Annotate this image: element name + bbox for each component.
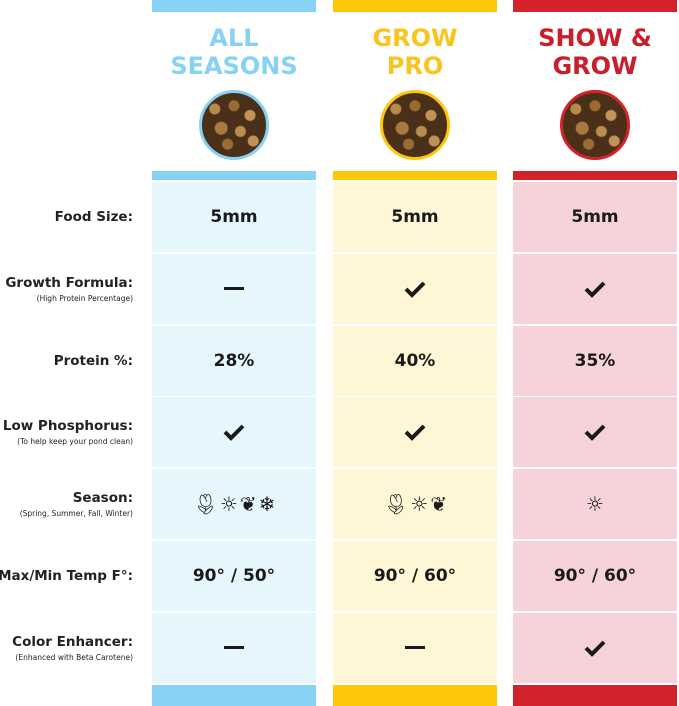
row-label-sub: (To help keep your pond clean)	[17, 437, 133, 447]
row-label-sub: (Enhanced with Beta Carotene)	[15, 652, 133, 662]
accent-bar	[152, 171, 316, 180]
row-label-main: Low Phosphorus:	[2, 418, 133, 435]
table-cell: 40%	[333, 325, 497, 396]
table-cell: 90° / 60°	[333, 541, 497, 611]
dash-icon	[224, 287, 244, 291]
spring-tulip-icon: 🌷︎	[382, 492, 409, 517]
food-pellets-image	[380, 90, 450, 160]
cell-value: 90° / 50°	[192, 566, 276, 586]
row-label: Color Enhancer: (Enhanced with Beta Carot…	[0, 613, 133, 683]
top-accent-bar	[152, 0, 316, 12]
summer-sun-icon: ☼	[586, 492, 604, 517]
row-label: Max/Min Temp F°:	[0, 541, 133, 611]
row-label-main: Max/Min Temp F°:	[0, 568, 133, 584]
title-line: ALL	[209, 24, 259, 52]
row-label: Low Phosphorus: (To help keep your pond c…	[0, 397, 133, 467]
row-label: Season: (Spring, Summer, Fall, Winter)	[0, 469, 133, 539]
top-accent-bar	[333, 0, 497, 12]
summer-sun-icon: ☼	[219, 492, 238, 517]
product-column: ALL SEASONS 5mm 28% 🌷︎ ☼ ❦ ❄ 90° / 50°	[152, 0, 316, 706]
top-accent-bar	[513, 0, 677, 12]
row-label-sub: (Spring, Summer, Fall, Winter)	[19, 509, 133, 519]
table-cell: ☼	[513, 469, 677, 540]
winter-snowflake-icon: ❄	[258, 492, 276, 517]
bottom-accent-bar	[333, 685, 497, 706]
check-icon	[584, 424, 606, 442]
row-label: Protein %:	[0, 326, 133, 396]
cell-value: 5mm	[571, 207, 619, 227]
table-cell: 35%	[513, 325, 677, 396]
table-cell: 90° / 50°	[152, 541, 316, 611]
dash-icon	[224, 646, 244, 650]
product-column: SHOW & GROW 5mm 35% ☼ 90° / 60°	[513, 0, 677, 706]
product-column: GROW PRO 5mm 40% 🌷︎ ☼ ❦ 90° / 60°	[333, 0, 497, 706]
table-cell	[152, 397, 316, 468]
row-label-main: Protein %:	[53, 352, 133, 369]
cell-value: 5mm	[391, 207, 439, 227]
fall-leaf-icon: ❦	[239, 492, 257, 517]
cell-value: 35%	[574, 350, 616, 371]
table-cell	[152, 612, 316, 683]
cell-value: 90° / 60°	[373, 566, 457, 586]
title-line: PRO	[386, 52, 444, 80]
cell-value: 5mm	[210, 207, 258, 227]
bottom-accent-bar	[513, 685, 677, 706]
check-icon	[584, 640, 606, 657]
row-label: Growth Formula: (High Protein Percentage)	[0, 254, 133, 324]
table-cell: 🌷︎ ☼ ❦ ❄	[152, 469, 316, 540]
product-title: SHOW & GROW	[513, 24, 677, 80]
spring-tulip-icon: 🌷︎	[192, 492, 218, 517]
check-icon	[584, 281, 606, 298]
bottom-accent-bar	[152, 685, 316, 706]
row-label: Food Size:	[0, 182, 133, 252]
product-title: ALL SEASONS	[152, 24, 316, 80]
check-icon	[404, 281, 426, 298]
table-cell: 5mm	[152, 182, 316, 252]
table-cell: 5mm	[333, 182, 497, 252]
table-cell: 28%	[152, 325, 316, 396]
dash-icon	[405, 646, 425, 650]
food-pellets-image	[560, 90, 630, 160]
food-pellets-image	[199, 90, 269, 160]
check-icon	[404, 424, 426, 442]
table-cell	[333, 253, 497, 324]
product-title: GROW PRO	[333, 24, 497, 80]
title-line: SEASONS	[170, 52, 298, 80]
fall-leaf-icon: ❦	[430, 492, 448, 517]
summer-sun-icon: ☼	[410, 492, 429, 517]
table-cell: 5mm	[513, 182, 677, 252]
cell-value: 28%	[213, 350, 255, 371]
table-cell	[513, 397, 677, 468]
table-cell	[513, 612, 677, 683]
row-label-main: Season:	[72, 490, 133, 507]
table-cell	[333, 612, 497, 683]
title-line: SHOW &	[538, 24, 652, 52]
cell-value: 40%	[394, 350, 436, 371]
table-cell: 🌷︎ ☼ ❦	[333, 469, 497, 540]
row-label-sub: (High Protein Percentage)	[36, 293, 133, 303]
table-cell	[152, 253, 316, 324]
row-label-main: Color Enhancer:	[12, 633, 133, 650]
row-label-main: Growth Formula:	[5, 274, 133, 291]
title-line: GROW	[372, 24, 458, 52]
accent-bar	[333, 171, 497, 180]
cell-value: 90° / 60°	[553, 566, 637, 586]
row-label-main: Food Size:	[54, 209, 133, 225]
table-cell	[513, 253, 677, 324]
accent-bar	[513, 171, 677, 180]
table-cell	[333, 397, 497, 468]
check-icon	[223, 424, 245, 442]
title-line: GROW	[552, 52, 638, 80]
table-cell: 90° / 60°	[513, 541, 677, 611]
